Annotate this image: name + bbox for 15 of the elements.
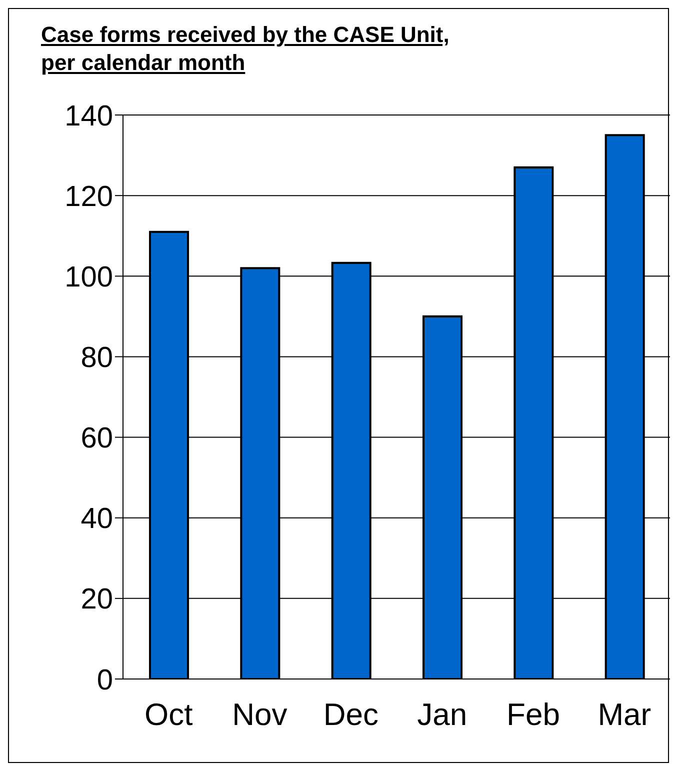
y-tick-label: 140 xyxy=(64,100,113,132)
y-tick-label: 100 xyxy=(64,261,113,294)
y-tick-label: 0 xyxy=(96,664,113,696)
x-tick-label: Oct xyxy=(144,697,194,732)
y-tick-label: 40 xyxy=(80,503,113,536)
x-tick-label: Dec xyxy=(323,697,378,732)
y-tick-label: 20 xyxy=(80,584,113,616)
x-tick-label: Nov xyxy=(232,697,288,732)
y-tick-label: 120 xyxy=(64,180,113,213)
x-tick-label: Jan xyxy=(417,697,468,732)
y-tick-label: 80 xyxy=(80,342,113,374)
chart-title: Case forms received by the CASE Unit, per calendar month xyxy=(41,21,450,77)
x-tick-label: Mar xyxy=(598,697,652,732)
y-tick-label: 60 xyxy=(80,422,113,455)
x-tick-label: Feb xyxy=(506,697,560,732)
